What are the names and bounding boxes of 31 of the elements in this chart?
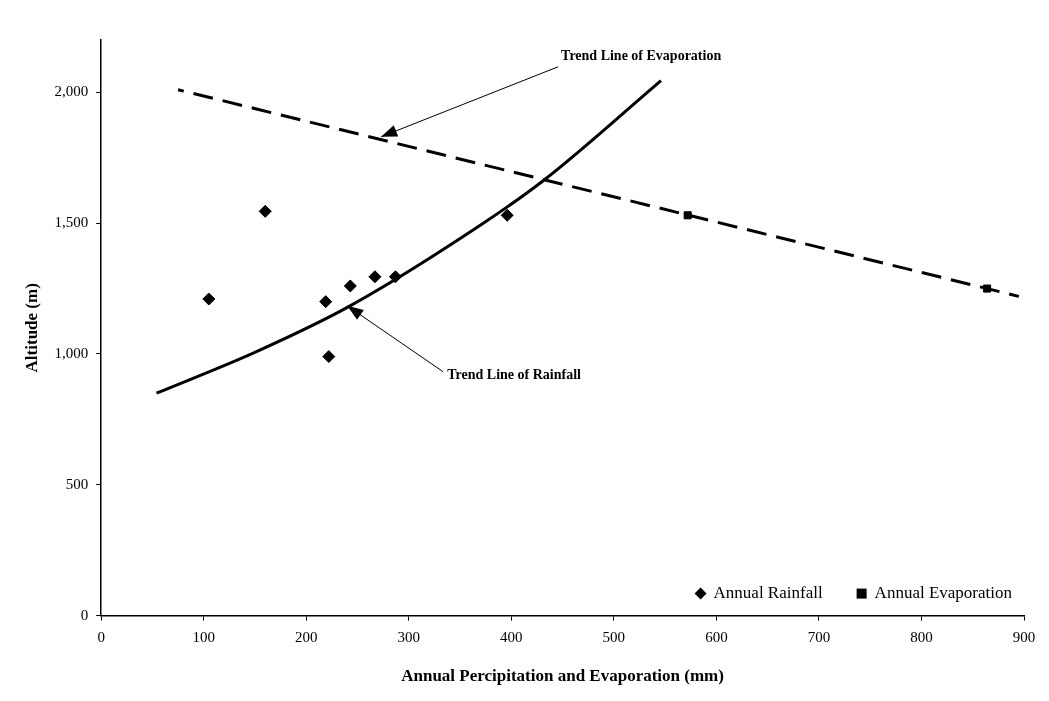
y-tick-label: 2,000	[54, 83, 89, 100]
x-tick-label: 200	[294, 628, 318, 645]
point	[368, 270, 382, 284]
x-tick-label: 800	[910, 628, 933, 645]
point	[983, 284, 992, 293]
y-tick-label: 1,500	[54, 214, 89, 231]
point	[388, 270, 402, 284]
x-tick-label: 100	[192, 628, 215, 645]
x-tick-label: 300	[397, 628, 421, 645]
point	[258, 204, 272, 218]
legend-label: Annual Rainfall	[713, 583, 823, 603]
annotation: Trend Line of Evaporation	[561, 48, 722, 64]
point	[683, 211, 692, 220]
x-tick-label: 500	[602, 628, 626, 645]
x-tick-label: 400	[500, 628, 523, 645]
point	[202, 292, 216, 306]
y-tick-label: 0	[80, 606, 89, 623]
x-tick-label: 0	[97, 628, 105, 645]
point	[343, 279, 357, 293]
legend-label: Annual Evaporation	[874, 583, 1013, 603]
point	[319, 295, 333, 309]
point	[322, 350, 336, 364]
x-tick-label: 700	[807, 628, 831, 645]
y-axis-title: Altitude (m)	[21, 283, 41, 373]
y-tick-label: 500	[65, 475, 89, 492]
x-tick-label: 900	[1012, 628, 1036, 645]
y-tick-label: 1,000	[54, 344, 89, 361]
x-tick-label: 600	[705, 628, 728, 645]
annotation: Trend Line of Rainfall	[447, 367, 582, 383]
point	[500, 208, 514, 222]
x-axis-title: Annual Percipitation and Evaporation (mm)	[401, 666, 724, 686]
